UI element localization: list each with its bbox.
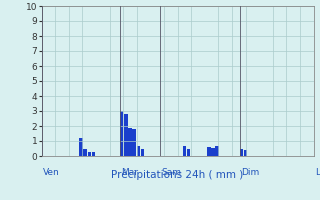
Text: Sam: Sam xyxy=(161,168,181,177)
Bar xyxy=(207,147,211,156)
Bar xyxy=(132,129,136,156)
Text: Dim: Dim xyxy=(241,168,260,177)
Text: Lun: Lun xyxy=(315,168,320,177)
Bar xyxy=(120,111,124,156)
Bar xyxy=(140,148,144,156)
Bar xyxy=(187,148,190,156)
Bar xyxy=(240,149,243,156)
Bar xyxy=(79,138,83,156)
Bar xyxy=(244,150,247,156)
Text: Ven: Ven xyxy=(43,168,60,177)
Bar xyxy=(84,148,87,156)
Bar xyxy=(124,114,128,156)
Bar xyxy=(128,128,132,156)
Bar xyxy=(88,152,91,156)
Bar xyxy=(137,146,140,156)
X-axis label: Précipitations 24h ( mm ): Précipitations 24h ( mm ) xyxy=(111,170,244,180)
Bar xyxy=(215,146,219,156)
Bar xyxy=(211,148,215,156)
Bar xyxy=(92,152,95,156)
Text: Mar: Mar xyxy=(122,168,139,177)
Bar xyxy=(183,146,186,156)
